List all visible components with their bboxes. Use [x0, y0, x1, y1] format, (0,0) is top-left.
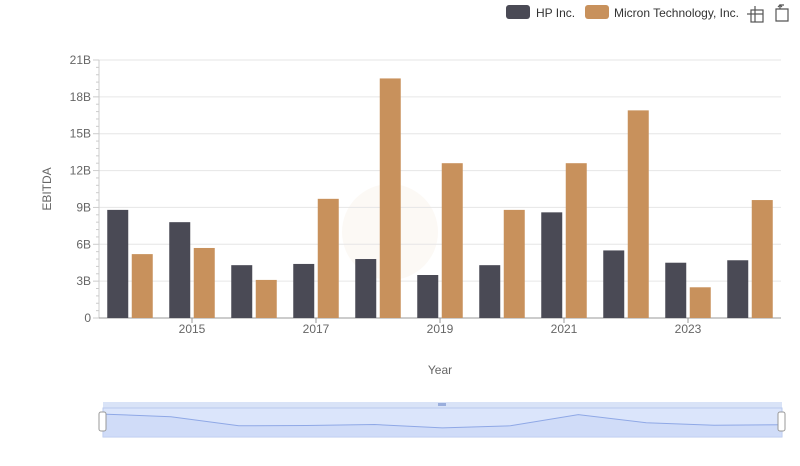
grid-lines: [99, 59, 781, 282]
legend-label-micron: Micron Technology, Inc.: [614, 6, 739, 20]
bar-hp-2024[interactable]: [727, 260, 749, 318]
x-axis-title: Year: [428, 363, 452, 377]
bar-micron-2021[interactable]: [565, 163, 587, 318]
y-tick-label: 15B: [70, 127, 91, 141]
legend-item-micron[interactable]: Micron Technology, Inc.: [585, 5, 739, 20]
bars: [107, 78, 773, 318]
bar-hp-2017[interactable]: [293, 263, 315, 318]
y-tick-label: 6B: [76, 237, 91, 251]
bar-hp-2016[interactable]: [231, 265, 253, 318]
y-tick-label: 18B: [70, 90, 91, 104]
zoom-icon[interactable]: [747, 6, 764, 23]
y-tick-labels: 0 3B 6B 9B 12B 15B 18B 21B: [70, 53, 99, 325]
bar-micron-2020[interactable]: [503, 209, 525, 318]
bar-micron-2014[interactable]: [131, 254, 153, 318]
bar-micron-2022[interactable]: [627, 110, 649, 318]
x-tick-label: 2021: [551, 322, 578, 336]
bar-hp-2023[interactable]: [665, 262, 687, 318]
bar-hp-2019[interactable]: [417, 275, 439, 318]
bar-micron-2023[interactable]: [689, 287, 711, 318]
x-tick-label: 2017: [303, 322, 330, 336]
y-tick-label: 3B: [76, 274, 91, 288]
navigator-series-area: [103, 414, 782, 437]
legend: HP Inc. Micron Technology, Inc.: [506, 5, 739, 20]
x-tick-labels: 2015 2017 2019 2021 2023: [179, 318, 702, 336]
bar-micron-2018[interactable]: [379, 78, 401, 318]
bar-hp-2020[interactable]: [479, 265, 501, 318]
navigator-series-line: [102, 413, 783, 429]
bar-micron-2019[interactable]: [441, 163, 463, 318]
bar-hp-2015[interactable]: [169, 222, 191, 318]
bar-micron-2016[interactable]: [255, 279, 277, 318]
legend-swatch-micron: [585, 5, 609, 19]
navigator-grip[interactable]: [438, 403, 446, 406]
bar-micron-2024[interactable]: [751, 200, 773, 318]
bar-hp-2014[interactable]: [107, 209, 129, 318]
bar-hp-2021[interactable]: [541, 212, 563, 318]
y-tick-label: 21B: [70, 53, 91, 67]
navigator-right-handle[interactable]: [777, 411, 786, 432]
bar-hp-2018[interactable]: [355, 259, 377, 318]
y-tick-label: 12B: [70, 164, 91, 178]
bar-micron-2017[interactable]: [317, 198, 339, 318]
legend-item-hp[interactable]: HP Inc.: [506, 5, 575, 20]
y-tick-label: 9B: [76, 200, 91, 214]
x-tick-label: 2015: [179, 322, 206, 336]
x-tick-label: 2023: [675, 322, 702, 336]
bar-hp-2022[interactable]: [603, 250, 625, 318]
x-tick-label: 2019: [427, 322, 454, 336]
legend-label-hp: HP Inc.: [536, 6, 575, 20]
navigator-left-handle[interactable]: [98, 411, 107, 432]
bar-micron-2015[interactable]: [193, 247, 215, 318]
legend-swatch-hp: [506, 5, 530, 19]
y-axis-title: EBITDA: [40, 167, 54, 210]
y-tick-label: 0: [84, 311, 91, 325]
restore-icon[interactable]: [775, 4, 789, 22]
range-navigator[interactable]: [98, 402, 786, 438]
